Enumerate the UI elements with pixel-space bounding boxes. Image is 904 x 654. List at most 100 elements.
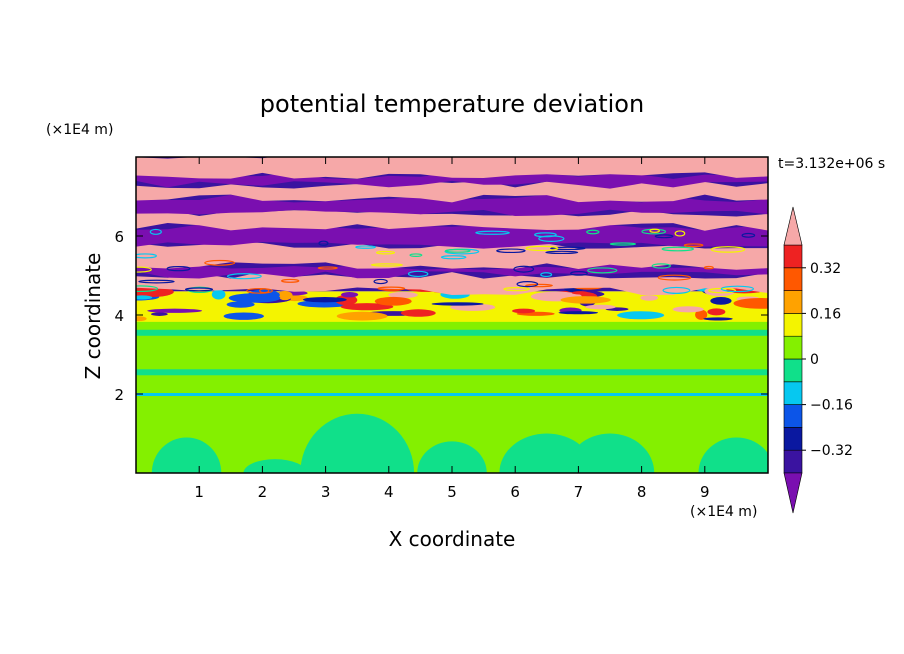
plume <box>243 459 307 473</box>
colorbar: 0.32 0.16 0 −0.16 −0.32 <box>783 206 853 514</box>
x-tick-label: 7 <box>574 483 584 501</box>
eddy <box>654 234 674 239</box>
eddy <box>538 235 565 242</box>
streak <box>136 157 768 179</box>
eddy <box>277 290 293 301</box>
eddy <box>281 278 300 283</box>
eddy <box>228 293 281 303</box>
eddy <box>649 228 660 233</box>
eddy <box>513 265 535 273</box>
eddy <box>444 248 471 253</box>
streak <box>136 262 768 279</box>
streak <box>136 224 768 249</box>
time-label: t=3.132e+06 s <box>778 156 885 172</box>
x-tick-label: 4 <box>384 483 394 501</box>
eddy <box>683 243 704 248</box>
plume <box>417 441 487 473</box>
eddy <box>340 303 394 311</box>
eddy <box>151 312 168 316</box>
eddy <box>550 246 586 251</box>
eddy <box>674 230 686 237</box>
colorbar-swatch <box>783 335 803 360</box>
transition-layer <box>136 278 768 322</box>
chart-title: potential temperature deviation <box>260 90 644 118</box>
eddy <box>516 281 539 288</box>
y-tick-label: 6 <box>114 228 124 246</box>
eddy <box>375 250 396 255</box>
eddy <box>138 279 175 284</box>
eddy <box>525 283 553 288</box>
x-tick-label: 3 <box>321 483 331 501</box>
mid-streaks <box>136 321 768 396</box>
eddy <box>720 285 755 293</box>
streak <box>136 369 768 376</box>
colorbar-tick-label: 0.16 <box>810 306 841 322</box>
eddy <box>223 312 264 320</box>
plume <box>698 437 768 473</box>
eddy <box>703 265 714 270</box>
streak <box>136 271 768 295</box>
eddy <box>431 302 484 306</box>
eddy <box>496 248 526 254</box>
streak <box>136 210 768 231</box>
colorbar-swatch <box>783 267 803 291</box>
streak <box>136 389 768 396</box>
colorbar-bottom-extend <box>783 472 803 514</box>
eddy <box>503 287 530 292</box>
eddy <box>570 270 588 276</box>
x-axis-label: X coordinate <box>389 527 516 551</box>
streak <box>136 329 768 336</box>
eddy <box>317 266 338 270</box>
eddy <box>640 295 658 301</box>
y-unit-label: (×1E4 m) <box>46 122 113 138</box>
eddy <box>302 297 347 303</box>
eddy <box>136 285 159 293</box>
eddy <box>136 286 174 297</box>
eddy <box>657 274 692 281</box>
eddy <box>695 309 708 320</box>
eddy <box>136 295 153 300</box>
eddy <box>184 287 214 292</box>
colorbar-tick-label: 0 <box>810 352 819 368</box>
y-tick-label: 2 <box>114 386 124 404</box>
eddy <box>617 311 665 320</box>
eddy <box>388 291 418 299</box>
colorbar-swatch <box>783 358 803 383</box>
y-axis-label: Z coordinate <box>81 253 105 380</box>
colorbar-tick-label: 0.32 <box>810 261 841 277</box>
colorbar-swatch <box>783 290 803 314</box>
eddy <box>475 230 510 235</box>
colorbar-swatch <box>783 404 803 428</box>
eddy <box>259 288 270 294</box>
colorbar-swatch <box>783 244 803 269</box>
x-unit-label: (×1E4 m) <box>690 504 757 520</box>
lower-plumes <box>151 413 768 473</box>
eddy <box>710 296 732 305</box>
eddy <box>341 291 359 298</box>
eddy <box>741 232 756 238</box>
eddy <box>377 286 406 291</box>
eddy <box>136 316 147 322</box>
eddy <box>545 250 579 255</box>
upper-streaks <box>136 157 768 295</box>
x-tick-label: 6 <box>510 483 520 501</box>
x-tick-label: 8 <box>637 483 647 501</box>
x-axis: 1 2 3 4 5 6 7 8 9 <box>194 157 710 501</box>
eddy <box>370 263 403 267</box>
eddy <box>672 306 704 313</box>
x-tick-label: 2 <box>258 483 268 501</box>
eddy <box>710 246 746 253</box>
eddy <box>571 291 589 295</box>
eddy <box>136 253 157 259</box>
x-tick-label: 5 <box>447 483 457 501</box>
y-tick-label: 4 <box>114 307 124 325</box>
eddy <box>585 304 616 310</box>
colorbar-swatch <box>783 381 803 405</box>
eddy <box>651 263 671 269</box>
eddy <box>136 266 152 273</box>
eddy <box>149 228 162 235</box>
streak <box>136 355 768 362</box>
eddy <box>733 297 768 309</box>
eddy <box>407 270 429 278</box>
